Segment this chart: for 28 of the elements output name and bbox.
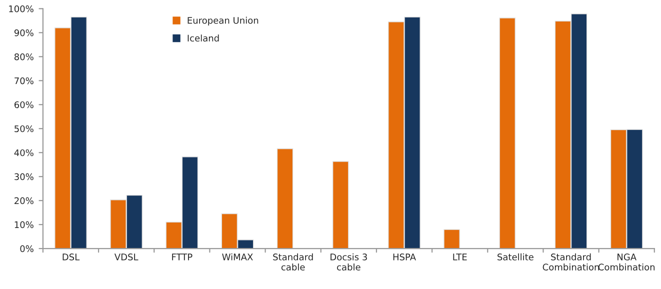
y-tick-label: 0% — [20, 245, 34, 252]
x-tick-label: NGA Combination — [598, 254, 655, 270]
bar — [499, 18, 516, 249]
x-tick-label: VDSL — [114, 254, 138, 260]
bar — [276, 148, 294, 249]
y-tick-label: 30% — [14, 173, 34, 180]
x-tick-label: DSL — [62, 254, 80, 260]
bar — [332, 161, 349, 249]
y-tick-label: 40% — [14, 149, 34, 156]
x-tick-label: HSPA — [393, 254, 416, 260]
y-tick-label: 70% — [14, 77, 34, 84]
x-tick-label: LTE — [453, 254, 467, 260]
x-tick-label: Standard cable — [273, 253, 313, 270]
x-tick-label: WiMAX — [222, 253, 253, 260]
y-tick-label: 10% — [14, 221, 34, 228]
x-tick-label: Satellite — [498, 253, 534, 260]
y-tick-label: 90% — [14, 29, 34, 36]
bar — [444, 229, 460, 249]
legend-label: Iceland — [188, 34, 219, 42]
y-tick-label: 50% — [14, 125, 34, 132]
x-tick-label: Standard Combination — [542, 253, 599, 270]
x-tick-label: Docsis 3 cable — [330, 253, 367, 270]
x-tick-label: FTTP — [172, 254, 192, 260]
y-tick-label: 20% — [14, 197, 34, 204]
y-tick-label: 100% — [9, 5, 34, 12]
y-tick-label: 80% — [14, 53, 34, 60]
legend-label: European Union — [188, 16, 258, 26]
y-tick-label: 60% — [14, 101, 34, 108]
